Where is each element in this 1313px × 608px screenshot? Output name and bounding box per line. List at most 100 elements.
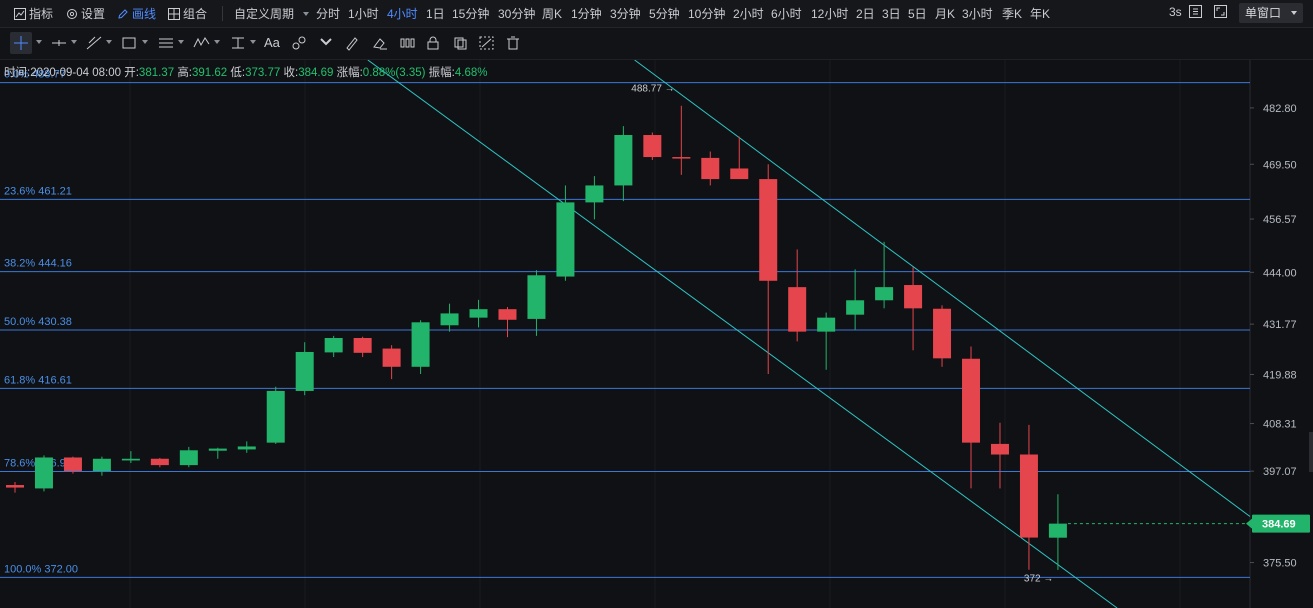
- toolbar-divider: [222, 6, 223, 21]
- settings-button[interactable]: 设置: [66, 5, 105, 22]
- wave-icon[interactable]: [193, 35, 211, 51]
- rectangle-icon[interactable]: [121, 35, 137, 51]
- chart-indicator-icon: [14, 8, 26, 20]
- timeframe-7[interactable]: 1分钟: [571, 7, 602, 21]
- drawing-toolbar: Aa: [0, 28, 1313, 60]
- candle-body: [990, 443, 1009, 455]
- candle-body: [1019, 454, 1038, 538]
- horizontal-line-icon[interactable]: [50, 35, 68, 51]
- chevron-down-icon: [303, 12, 310, 16]
- timeframe-6[interactable]: 周K: [542, 7, 563, 21]
- fib-level-label: 0.0% 488.77: [4, 69, 66, 81]
- combine-button[interactable]: 组合: [168, 5, 207, 22]
- y-axis-tick-label: 444.00: [1263, 267, 1297, 279]
- timeframe-13[interactable]: 12小时: [811, 7, 849, 21]
- y-axis-tick-label: 408.31: [1263, 419, 1297, 431]
- timeframe-20[interactable]: 年K: [1030, 7, 1051, 21]
- brush-icon[interactable]: [344, 35, 360, 51]
- timeframe-19[interactable]: 季K: [1002, 7, 1023, 21]
- indicators-button[interactable]: 指标: [14, 5, 53, 22]
- chevron-down-icon[interactable]: [36, 40, 42, 44]
- timeframe-15[interactable]: 3日: [882, 7, 901, 21]
- candle-body: [1048, 523, 1067, 538]
- fib-level-label: 23.6% 461.21: [4, 185, 72, 197]
- timeframe-0[interactable]: 分时: [316, 7, 341, 21]
- candle-body: [904, 285, 923, 309]
- chevron-down-icon[interactable]: [250, 40, 256, 44]
- fibonacci-icon[interactable]: [157, 35, 175, 51]
- link-icon[interactable]: [291, 35, 307, 51]
- timeframe-4[interactable]: 15分钟: [452, 7, 490, 21]
- measure-icon[interactable]: [229, 35, 247, 51]
- indicators-label: 指标: [29, 7, 54, 21]
- timeframe-9[interactable]: 5分钟: [649, 7, 680, 21]
- fib-level-label: 100.0% 372.00: [4, 563, 78, 575]
- change-value: 0.88%(3.35): [362, 67, 426, 79]
- crosshair-tool[interactable]: [10, 32, 32, 54]
- combine-label: 组合: [183, 7, 208, 21]
- y-axis-tick-label: 469.50: [1263, 159, 1297, 171]
- candle-body: [469, 309, 488, 318]
- timeframe-10[interactable]: 10分钟: [688, 7, 726, 21]
- lock-icon[interactable]: [425, 35, 441, 51]
- eraser-icon[interactable]: [371, 35, 389, 51]
- last-price-tag: [1252, 514, 1310, 533]
- channel-line: [634, 60, 1251, 517]
- candlestick-chart[interactable]: 0.0% 488.77 23.6% 461.21 38.2% 444.16 50.0%…: [0, 60, 1313, 608]
- candle-body: [179, 450, 198, 466]
- chevron-down-icon[interactable]: [142, 40, 148, 44]
- candle-body: [788, 287, 807, 332]
- candle-body: [121, 458, 140, 461]
- candle-body: [63, 457, 82, 472]
- candle-body: [527, 275, 546, 319]
- draw-button[interactable]: 画线: [117, 5, 156, 22]
- timeframe-14[interactable]: 2日: [856, 7, 875, 21]
- last-price-value: 384.69: [1262, 519, 1296, 531]
- settings-panel-icon[interactable]: [1189, 5, 1202, 21]
- candle-body: [759, 179, 778, 281]
- candle-body: [701, 157, 720, 180]
- candle-body: [150, 458, 169, 466]
- timeframe-3[interactable]: 1日: [426, 7, 445, 21]
- chevron-down-icon[interactable]: [178, 40, 184, 44]
- timeframe-5[interactable]: 30分钟: [498, 7, 536, 21]
- candle-body: [585, 185, 604, 203]
- candle-body: [411, 322, 430, 367]
- trash-icon[interactable]: [505, 35, 521, 51]
- crosshair-icon: [14, 36, 28, 50]
- candle-body: [6, 485, 24, 488]
- fib-level-label: 61.8% 416.61: [4, 374, 72, 386]
- high-label: 高:: [177, 67, 193, 79]
- timeframe-8[interactable]: 3分钟: [610, 7, 641, 21]
- candle-body: [92, 458, 111, 472]
- top-toolbar: 指标 设置 画线 组合 自定义周期 分时 1小时 4小时 1日 15分钟 30分钟 周K 1分…: [0, 0, 1313, 28]
- text-tool-icon[interactable]: Aa: [264, 35, 280, 50]
- candle-body: [324, 337, 343, 353]
- copy-icon[interactable]: [452, 35, 468, 51]
- y-axis-tick-label: 397.07: [1263, 466, 1297, 478]
- candle-body: [933, 308, 952, 359]
- time-value: 2020-09-04 08:00: [30, 67, 122, 79]
- timeframe-18[interactable]: 3小时: [962, 7, 993, 21]
- chevron-down-icon[interactable]: [71, 40, 77, 44]
- hide-drawings-icon[interactable]: [478, 35, 496, 51]
- magnet-icon[interactable]: [318, 35, 334, 51]
- timeframe-1[interactable]: 1小时: [348, 7, 379, 21]
- candle-body: [208, 448, 227, 451]
- custom-period-dropdown[interactable]: 自定义周期: [234, 5, 310, 22]
- candle-style-icon[interactable]: [398, 35, 416, 51]
- fullscreen-icon[interactable]: [1214, 5, 1227, 21]
- candle-body: [730, 168, 749, 180]
- timeframe-17[interactable]: 月K: [935, 7, 956, 21]
- candle-body: [817, 317, 836, 332]
- chevron-down-icon[interactable]: [214, 40, 220, 44]
- trend-line-icon[interactable]: [85, 35, 103, 51]
- timeframe-11[interactable]: 2小时: [733, 7, 764, 21]
- timeframe-2[interactable]: 4小时: [387, 7, 418, 21]
- gear-icon: [67, 9, 77, 19]
- chevron-down-icon[interactable]: [106, 40, 112, 44]
- window-mode-select[interactable]: 单窗口: [1239, 3, 1303, 23]
- timeframe-16[interactable]: 5日: [908, 7, 927, 21]
- timeframe-12[interactable]: 6小时: [771, 7, 802, 21]
- refresh-interval[interactable]: 3s: [1169, 5, 1182, 19]
